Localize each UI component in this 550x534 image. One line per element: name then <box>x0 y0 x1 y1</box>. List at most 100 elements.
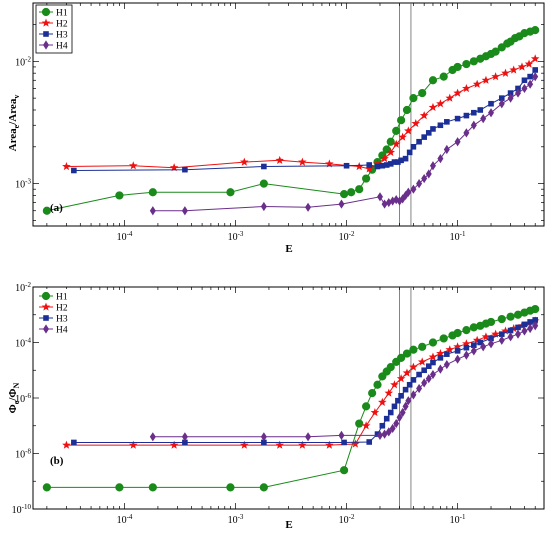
data-point-H3 <box>521 77 528 84</box>
legend-marker-H3 <box>43 315 49 321</box>
data-point-H1 <box>259 483 268 492</box>
data-point-H4 <box>488 339 495 349</box>
data-point-H2 <box>524 59 534 68</box>
data-point-H2 <box>364 164 374 173</box>
data-point-H3 <box>391 403 398 410</box>
series-H3 <box>71 317 539 446</box>
data-point-H4 <box>410 184 417 194</box>
data-point-H2 <box>396 374 406 383</box>
data-point-H2 <box>436 99 445 108</box>
data-point-H4 <box>470 346 477 356</box>
data-point-H4 <box>389 423 396 434</box>
data-point-H3 <box>437 122 444 129</box>
data-point-H1 <box>373 380 382 389</box>
data-point-H3 <box>374 163 381 170</box>
data-point-H3 <box>261 439 267 446</box>
data-point-H1 <box>453 328 462 338</box>
panel-label: (b) <box>50 455 64 467</box>
data-point-H2 <box>428 102 438 112</box>
x-tick-label: 10-2 <box>339 230 355 243</box>
legend-label-H3: H3 <box>56 315 68 325</box>
data-point-H4 <box>515 88 522 98</box>
data-point-H1 <box>418 342 427 351</box>
data-point-H1 <box>115 483 124 492</box>
legend-marker-H4 <box>43 40 49 50</box>
data-point-H4 <box>429 369 436 380</box>
data-point-H2 <box>373 159 382 168</box>
data-point-H4 <box>507 332 514 342</box>
data-point-H3 <box>387 409 394 416</box>
data-point-H4 <box>527 323 534 334</box>
legend-marker-H1 <box>41 7 51 17</box>
data-point-H2 <box>419 111 429 120</box>
data-point-H3 <box>477 107 484 113</box>
data-point-H1 <box>397 353 406 362</box>
data-point-H2 <box>409 362 418 371</box>
data-point-H2 <box>129 161 138 170</box>
data-point-H1 <box>402 105 412 115</box>
data-point-H1 <box>259 179 268 188</box>
data-point-H2 <box>325 440 334 449</box>
data-point-H1 <box>409 345 418 354</box>
data-point-H4 <box>454 137 461 147</box>
series-H2 <box>62 316 540 449</box>
data-point-H3 <box>366 439 373 445</box>
y-axis-label: Areae/Areav <box>7 95 21 152</box>
data-point-H4 <box>393 418 400 429</box>
data-point-H2 <box>453 342 462 351</box>
data-point-H1 <box>362 402 371 411</box>
data-point-H1 <box>453 62 462 72</box>
data-point-H1 <box>355 185 364 194</box>
data-point-H4 <box>425 169 432 179</box>
data-point-H3 <box>406 149 413 156</box>
data-point-H4 <box>376 192 383 202</box>
data-point-H1 <box>418 88 427 98</box>
y-axis-label: Φe/ΦN <box>7 382 21 413</box>
data-point-H1 <box>42 483 51 492</box>
data-point-H3 <box>515 324 521 331</box>
legend-marker-H2 <box>41 302 51 311</box>
data-point-H4 <box>507 93 514 103</box>
data-point-H4 <box>443 144 450 155</box>
data-point-H3 <box>444 119 450 125</box>
x-tick-label: 10-3 <box>228 513 244 526</box>
data-point-H4 <box>421 173 428 184</box>
panel-b: 10-4 10-3 10-2 10-1 10-10 10-8 10-6 10-4 10-2 H1… <box>7 281 545 531</box>
data-point-H4 <box>454 354 461 364</box>
data-point-H3 <box>421 367 427 374</box>
data-point-H2 <box>361 421 371 430</box>
y-tick-label: 10-2 <box>15 281 31 294</box>
data-point-H4 <box>338 430 345 440</box>
data-point-H3 <box>421 134 427 140</box>
data-point-H4 <box>498 335 505 345</box>
data-point-H1 <box>339 466 349 475</box>
data-point-H2 <box>380 154 389 163</box>
data-point-H2 <box>462 83 471 93</box>
data-point-H2 <box>445 93 455 102</box>
data-point-H1 <box>397 116 406 125</box>
data-point-H2 <box>491 329 500 338</box>
series-H2 <box>62 54 540 173</box>
data-point-H4 <box>181 432 188 442</box>
data-point-H4 <box>149 432 156 442</box>
data-point-H3 <box>454 115 461 122</box>
data-point-H2 <box>509 323 518 333</box>
data-point-H1 <box>531 304 540 314</box>
data-point-H1 <box>115 191 124 200</box>
data-point-H4 <box>149 206 156 216</box>
data-point-H1 <box>226 188 235 197</box>
data-point-H1 <box>439 334 448 343</box>
data-point-H3 <box>398 393 404 399</box>
data-point-H4 <box>410 390 417 400</box>
x-tick-label: 10-4 <box>117 230 133 243</box>
data-point-H4 <box>488 108 495 118</box>
data-point-H4 <box>425 374 432 384</box>
series-H1 <box>42 304 540 492</box>
y-tick-label: 10-2 <box>15 55 31 68</box>
data-point-H4 <box>416 179 423 189</box>
data-point-H2 <box>530 54 540 63</box>
data-point-H3 <box>343 162 350 169</box>
data-point-H4 <box>405 187 412 197</box>
